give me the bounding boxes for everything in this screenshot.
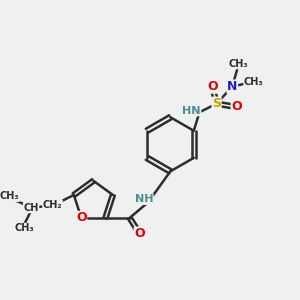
Text: CH: CH <box>23 203 39 213</box>
Text: O: O <box>207 80 217 93</box>
Text: O: O <box>76 212 87 224</box>
Text: CH₃: CH₃ <box>244 77 263 87</box>
Text: S: S <box>212 97 221 110</box>
Text: HN: HN <box>182 106 201 116</box>
Text: O: O <box>231 100 242 113</box>
Text: NH: NH <box>135 194 153 204</box>
Text: CH₃: CH₃ <box>14 223 34 233</box>
Text: CH₃: CH₃ <box>0 191 20 201</box>
Text: CH₂: CH₂ <box>43 200 62 210</box>
Text: O: O <box>134 227 145 240</box>
Text: CH₃: CH₃ <box>228 59 248 69</box>
Text: N: N <box>227 80 238 93</box>
